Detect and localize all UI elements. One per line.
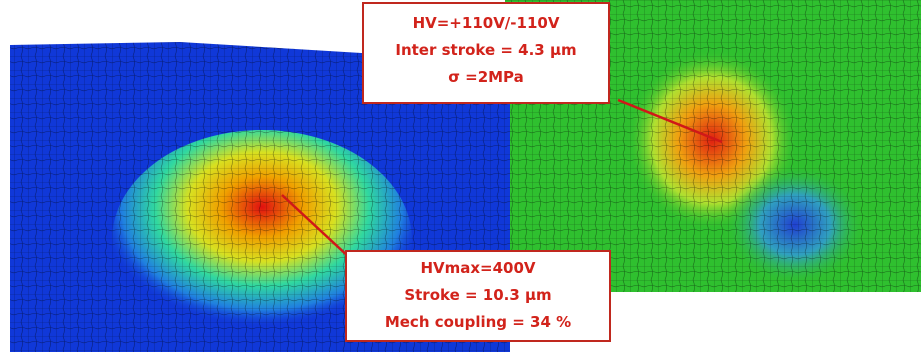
callout-box: HV=+110V/-110V Inter stroke = 4.3 µm σ =… (362, 2, 610, 104)
figure: HV=+110V/-110V Inter stroke = 4.3 µm σ =… (0, 0, 921, 352)
callout-text: Mech coupling = 34 % (347, 309, 609, 336)
callout-text: σ =2MPa (364, 64, 608, 91)
callout-text: HVmax=400V (347, 255, 609, 282)
callout-box: HVmax=400V Stroke = 10.3 µm Mech couplin… (345, 250, 611, 342)
callout-text: Inter stroke = 4.3 µm (364, 37, 608, 64)
callout-text: HV=+110V/-110V (364, 10, 608, 37)
callout-text: Stroke = 10.3 µm (347, 282, 609, 309)
